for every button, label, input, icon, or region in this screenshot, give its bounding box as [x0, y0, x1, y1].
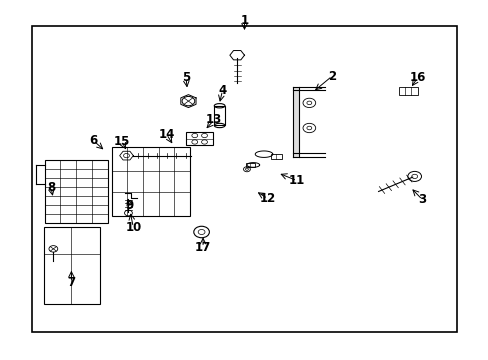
Bar: [398, 87, 417, 95]
Text: 4: 4: [218, 84, 226, 97]
Text: 16: 16: [408, 71, 425, 84]
Bar: [32, 26, 456, 332]
Text: 6: 6: [89, 134, 97, 147]
Bar: [270, 154, 281, 159]
Bar: [245, 163, 254, 167]
Text: 14: 14: [158, 127, 174, 141]
Text: 3: 3: [418, 193, 426, 206]
Text: 2: 2: [327, 69, 336, 82]
Text: 7: 7: [67, 276, 75, 289]
Bar: [214, 106, 224, 126]
Text: 8: 8: [47, 181, 55, 194]
Bar: [44, 160, 108, 223]
Text: 9: 9: [125, 199, 134, 212]
Bar: [112, 147, 189, 216]
Text: 5: 5: [182, 71, 190, 84]
Text: 11: 11: [288, 174, 305, 187]
Text: 13: 13: [206, 113, 222, 126]
Bar: [185, 132, 213, 145]
Text: 17: 17: [195, 241, 211, 254]
Text: 15: 15: [113, 135, 129, 148]
Text: 10: 10: [125, 221, 141, 234]
Text: 12: 12: [259, 192, 275, 205]
Bar: [43, 226, 100, 304]
Text: 1: 1: [240, 14, 248, 27]
